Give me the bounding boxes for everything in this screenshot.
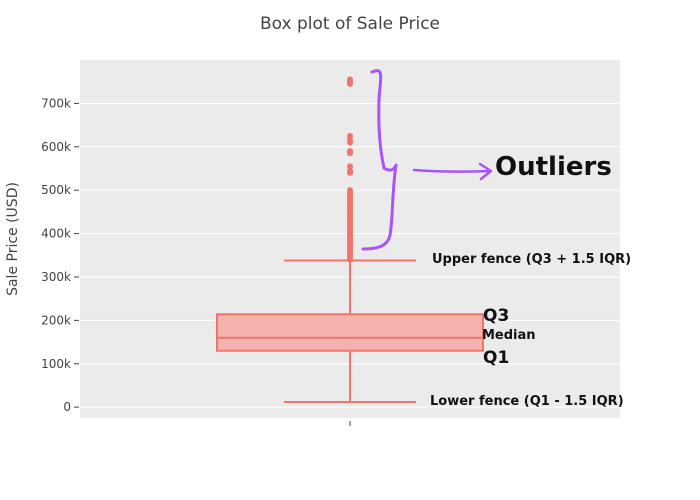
iqr-box (216, 313, 484, 352)
y-tick-label: 400k (41, 227, 71, 241)
lower-fence-annotation: Lower fence (Q1 - 1.5 IQR) (430, 394, 624, 409)
outlier-point (347, 132, 353, 139)
q3-annotation: Q3 (483, 306, 509, 326)
outlier-brace-annotation (361, 69, 398, 251)
outlier-points (347, 76, 353, 263)
box-group (216, 259, 484, 403)
y-tick-label: 0 (63, 400, 71, 414)
outliers-annotation: Outliers (495, 152, 612, 182)
upper-fence-annotation: Upper fence (Q3 + 1.5 IQR) (432, 252, 631, 267)
y-tick-label: 100k (41, 357, 71, 371)
y-axis-label: Sale Price (USD) (5, 182, 21, 296)
y-tick-label: 700k (41, 96, 71, 110)
outlier-arrow-annotation (412, 162, 493, 181)
q1-annotation: Q1 (483, 348, 509, 368)
y-tick-label: 500k (41, 183, 71, 197)
y-tick-label: 200k (41, 313, 71, 327)
chart-title: Box plot of Sale Price (260, 14, 440, 34)
outlier-point (347, 76, 353, 83)
y-tick-label: 300k (41, 270, 71, 284)
median-annotation: Median (482, 328, 536, 343)
outlier-point (347, 148, 353, 155)
outlier-point (347, 167, 353, 174)
y-tick-label: 600k (41, 140, 71, 154)
outlier-point (347, 137, 353, 144)
outlier-point (347, 163, 353, 170)
outlier-point (347, 187, 353, 194)
y-axis-ticks: 0 100k 200k 300k 400k 500k 600k 700k (41, 96, 79, 414)
